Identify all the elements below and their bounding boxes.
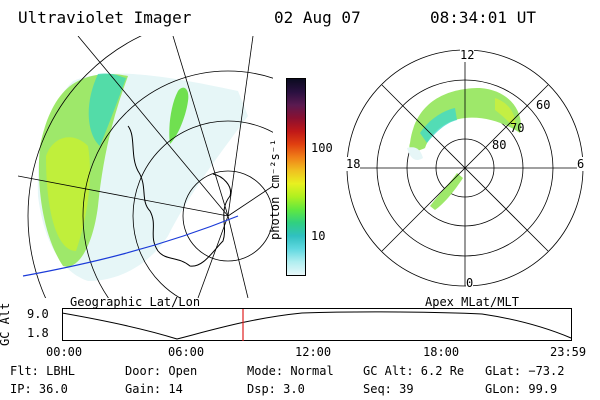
- status-gc-alt: GC Alt: 6.2 Re: [363, 364, 465, 378]
- meridian-line: [227, 215, 249, 298]
- latitude-circle: [132, 120, 273, 298]
- status-ip: IP: 36.0: [10, 382, 68, 396]
- terminator-line: [22, 215, 239, 277]
- mlt-label-6: 6: [577, 157, 585, 171]
- meridian-line: [227, 185, 273, 217]
- right-map-caption: Apex MLat/MLT: [425, 295, 519, 309]
- meridian-line: [227, 36, 254, 217]
- meridian-line: [197, 215, 229, 298]
- colorbar-tick-10: 10: [311, 229, 326, 243]
- auroral-oval-yellow: [495, 98, 516, 128]
- timeline-xtick-1200: 12:00: [295, 345, 332, 359]
- altitude-timeline: [62, 308, 572, 341]
- timeline-ytick-low: 1.8: [27, 326, 49, 340]
- latitude-circle: [182, 170, 273, 262]
- auroral-oval-cyan: [420, 108, 457, 143]
- meridian-line: [172, 36, 229, 217]
- timeline-xtick-2359: 23:59: [550, 345, 587, 359]
- oval-edge: [407, 147, 423, 160]
- left-map-caption: Geographic Lat/Lon: [70, 295, 201, 309]
- spoke-diagonal: [381, 84, 549, 252]
- geographic-map: [18, 36, 273, 298]
- colorbar-unit-label: photon cm⁻²s⁻¹: [268, 138, 282, 240]
- coastline: [127, 125, 232, 267]
- emission-streak: [430, 173, 463, 210]
- mlt-label-0: 0: [466, 276, 474, 290]
- timeline-frame: [62, 308, 572, 341]
- status-flt: Flt: LBHL: [10, 364, 76, 378]
- status-door: Door: Open: [125, 364, 198, 378]
- lat-label-60: 60: [536, 98, 551, 112]
- timeline-xtick-1800: 18:00: [423, 345, 460, 359]
- status-glat: GLat: −73.2: [485, 364, 565, 378]
- timeline-ylabel: GC Alt: [0, 302, 12, 346]
- image-time: 08:34:01 UT: [430, 8, 536, 27]
- status-seq: Seq: 39: [363, 382, 414, 396]
- auroral-oval: [409, 88, 521, 151]
- timeline-ytick-high: 9.0: [27, 307, 49, 321]
- polar-map: [346, 49, 584, 287]
- image-date: 02 Aug 07: [274, 8, 361, 27]
- lat-label-70: 70: [510, 121, 525, 135]
- emission-region-yellow: [46, 137, 90, 251]
- status-dsp: Dsp: 3.0: [247, 382, 305, 396]
- status-glon: GLon: 99.9: [485, 382, 558, 396]
- status-gain: Gain: 14: [125, 382, 183, 396]
- polar-spokes: [347, 50, 583, 286]
- lat-label-80: 80: [492, 138, 507, 152]
- meridian-line: [18, 175, 229, 217]
- latitude-circle: [82, 70, 273, 298]
- emission-region-cyan: [88, 73, 126, 146]
- mlt-label-12: 12: [460, 48, 475, 62]
- meridian-line: [77, 36, 229, 217]
- timeline-xtick-0600: 06:00: [168, 345, 205, 359]
- altitude-curve: [62, 311, 572, 340]
- colorbar-tick-100: 100: [311, 141, 333, 155]
- app-title: Ultraviolet Imager: [18, 8, 192, 27]
- mlt-label-18: 18: [346, 157, 361, 171]
- timeline-xtick-0000: 00:00: [46, 345, 83, 359]
- emission-arc: [169, 87, 189, 144]
- status-mode: Mode: Normal: [247, 364, 334, 378]
- latitude-circle: [27, 36, 142, 298]
- colorbar: [286, 78, 306, 276]
